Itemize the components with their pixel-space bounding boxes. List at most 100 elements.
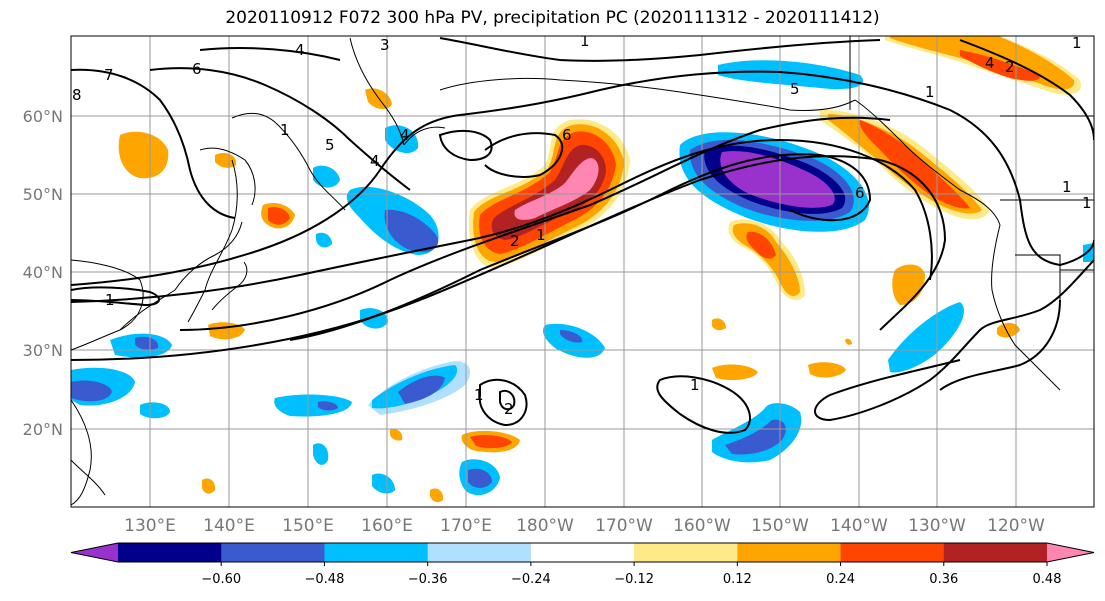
- precip-neg-blob: [468, 468, 492, 488]
- lon-label: 170°W: [595, 516, 653, 536]
- colorbar-tick-label: −0.12: [614, 572, 654, 587]
- contour-label: 6: [855, 184, 865, 202]
- colorbar-tick-label: −0.48: [305, 572, 345, 587]
- colorbar-segment: [840, 543, 945, 562]
- contour-labels: 7 6 4 3 8 1 5 1 6 5 1 4 4 2 1 6 1 1 1 2 …: [72, 32, 1092, 418]
- precip-pos-blob: [118, 131, 169, 179]
- contour-label: 1: [280, 121, 290, 139]
- precip-pos-blob: [892, 264, 925, 305]
- precip-neg-blob: [316, 232, 332, 248]
- contour-label: 1: [690, 376, 700, 394]
- lon-label: 140°W: [830, 516, 888, 536]
- precip-neg-blob: [313, 165, 340, 188]
- contour-label: 3: [380, 36, 390, 54]
- lon-label: 120°W: [987, 516, 1045, 536]
- precip-neg-blob: [560, 330, 583, 343]
- precip-neg-blob: [313, 443, 329, 465]
- map-frame: [70, 35, 1095, 508]
- colorbar-tick-label: 0.36: [929, 572, 958, 587]
- colorbar-tick-label: 0.48: [1033, 572, 1062, 587]
- colorbar-tick-label: −0.60: [201, 572, 241, 587]
- precip-neg-blob: [274, 394, 352, 417]
- precip-pos-blob: [712, 318, 726, 331]
- contour-label: 4: [370, 152, 380, 170]
- longitude-axis: 130°E 140°E 150°E 160°E 170°E 180°W 170°…: [124, 516, 1045, 536]
- colorbar-tick-label: 0.12: [723, 572, 752, 587]
- precip-neg-blob: [398, 375, 445, 404]
- precip-pos-blob: [215, 153, 237, 168]
- coastlines: [71, 36, 1094, 506]
- precip-neg-blob: [318, 401, 338, 411]
- map-title: 2020110912 F072 300 hPa PV, precipitatio…: [225, 8, 880, 28]
- colorbar-segment: [221, 543, 325, 562]
- precip-neg-blob: [718, 60, 864, 90]
- precip-neg-blob: [725, 419, 786, 455]
- precip-negative-shading: [71, 60, 1094, 496]
- precip-pos-blob: [470, 434, 512, 449]
- lon-label: 150°E: [282, 516, 334, 536]
- precip-pos-blob: [808, 362, 846, 378]
- colorbar-segment: [118, 543, 222, 562]
- precip-pos-blob: [859, 120, 970, 209]
- colorbar-segment: [427, 543, 532, 562]
- precip-pos-blob: [514, 158, 599, 220]
- precip-neg-blob: [372, 473, 395, 494]
- lon-label: 140°E: [203, 516, 255, 536]
- colorbar-segment: [634, 543, 738, 562]
- contour-label: 7: [104, 66, 114, 84]
- contour-label: 5: [790, 80, 800, 98]
- precip-neg-blob: [888, 302, 964, 373]
- precip-pos-blob: [390, 429, 403, 441]
- precip-pos-blob: [268, 207, 290, 225]
- lon-label: 160°W: [673, 516, 731, 536]
- latitude-axis: 60°N 50°N 40°N 30°N 20°N: [23, 107, 63, 439]
- contour-label: 5: [325, 136, 335, 154]
- contour-label: 4: [400, 126, 410, 144]
- colorbar-segment: [324, 543, 429, 562]
- colorbar: [70, 542, 1095, 563]
- lat-label: 40°N: [23, 263, 63, 282]
- colorbar-tick-label: −0.24: [511, 572, 551, 587]
- lon-label: 170°E: [440, 516, 492, 536]
- colorbar-extend-max: [1047, 543, 1094, 562]
- contour-label: 6: [562, 126, 572, 144]
- colorbar-segment: [943, 543, 1048, 562]
- precip-pos-blob: [746, 231, 776, 259]
- graticule: [71, 36, 1094, 507]
- contour-label: 1: [1082, 194, 1092, 212]
- colorbar-tick-label: 0.24: [826, 572, 855, 587]
- contour-label: 1: [1072, 34, 1082, 52]
- colorbar-tick-label: −0.36: [408, 572, 448, 587]
- precip-pos-blob: [960, 50, 1040, 81]
- precip-pos-blob: [845, 338, 852, 345]
- contour-label: 4: [985, 54, 995, 72]
- precip-neg-blob: [135, 336, 159, 351]
- colorbar-outline: [70, 542, 1095, 563]
- colorbar-labels: −0.60 −0.48 −0.36 −0.24 −0.12 0.12 0.24 0.36 0.4…: [201, 562, 1062, 587]
- precip-neg-blob: [385, 125, 419, 154]
- lon-label: 180°W: [516, 516, 574, 536]
- lon-label: 130°E: [124, 516, 176, 536]
- colorbar-segment: [530, 543, 635, 562]
- lat-label: 50°N: [23, 185, 63, 204]
- contour-label: 1: [536, 226, 546, 244]
- lon-label: 130°W: [908, 516, 966, 536]
- contour-label: 1: [105, 291, 115, 309]
- lon-label: 160°E: [361, 516, 413, 536]
- precip-neg-blob: [360, 308, 388, 329]
- lat-label: 30°N: [23, 341, 63, 360]
- precip-pos-blob: [712, 364, 758, 380]
- colorbar-segment: [737, 543, 842, 562]
- contour-label: 1: [474, 386, 484, 404]
- precip-pos-blob: [997, 322, 1020, 338]
- contour-label: 1: [580, 32, 590, 50]
- contour-label: 8: [72, 86, 82, 104]
- precip-pos-blob: [430, 488, 444, 503]
- lat-label: 20°N: [23, 420, 63, 439]
- contour-label: 2: [1005, 58, 1015, 76]
- contour-label: 6: [192, 60, 202, 78]
- precip-pos-blob: [202, 478, 216, 494]
- lat-label: 60°N: [23, 107, 63, 126]
- precip-neg-blob: [71, 380, 112, 402]
- contour-label: 1: [1062, 178, 1072, 196]
